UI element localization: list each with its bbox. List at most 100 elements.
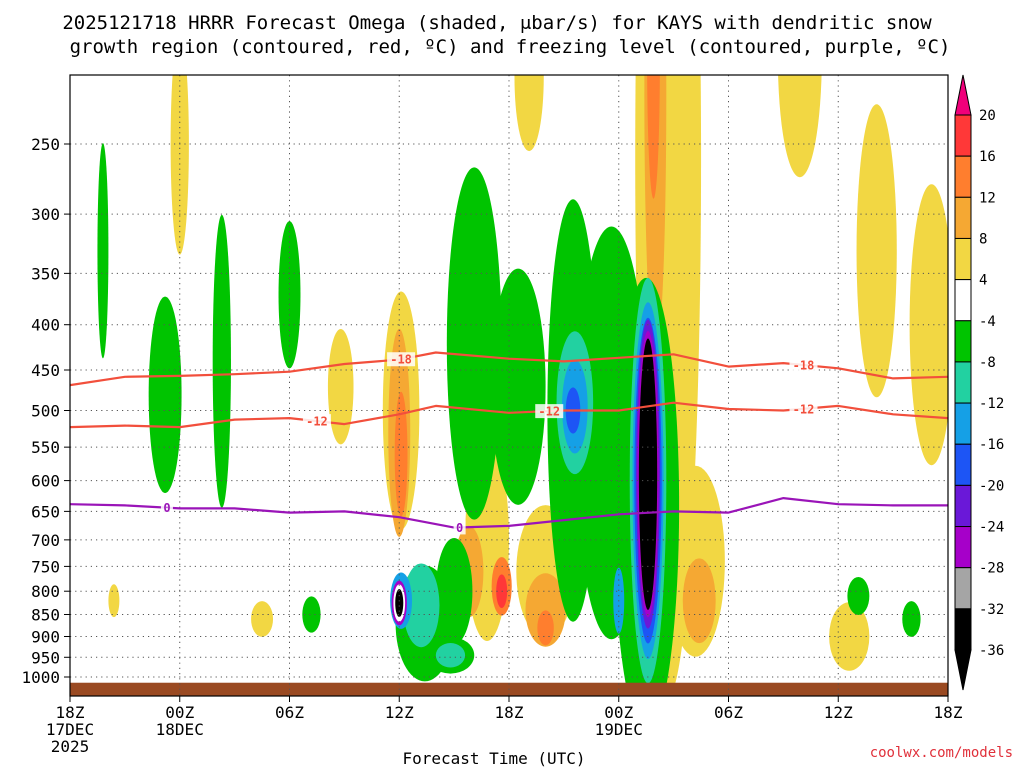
omega-blob xyxy=(394,391,408,517)
contour-label: -12 xyxy=(538,405,560,419)
y-tick-label: 300 xyxy=(31,205,60,224)
x-tick-label: 06Z xyxy=(275,703,304,722)
colorbar-segment xyxy=(954,526,972,569)
contour-label-bg xyxy=(535,404,564,419)
y-tick-label: 950 xyxy=(31,648,60,667)
colorbar-segment xyxy=(954,402,972,445)
y-tick-label: 250 xyxy=(31,135,60,154)
colorbar-segment xyxy=(954,237,972,281)
contour-label: -18 xyxy=(390,353,412,367)
contour-label-bg xyxy=(789,401,818,416)
omega-blob xyxy=(97,143,109,359)
x-tick-label: 18Z xyxy=(495,703,524,722)
omega-blob xyxy=(682,558,716,644)
y-tick-label: 750 xyxy=(31,557,60,576)
contour-label: 0 xyxy=(163,501,170,515)
y-tick-label: 800 xyxy=(31,582,60,601)
y-tick-label: 700 xyxy=(31,531,60,550)
y-tick-label: 500 xyxy=(31,402,60,421)
x-axis-title: Forecast Time (UTC) xyxy=(402,749,585,768)
omega-blob xyxy=(638,338,658,610)
colorbar-label: -20 xyxy=(979,478,1004,494)
omega-blob xyxy=(847,576,870,615)
contour-label: -12 xyxy=(793,402,815,416)
colorbar-label: 16 xyxy=(979,149,996,165)
colorbar-segment xyxy=(954,608,972,651)
omega-blob xyxy=(170,75,189,255)
contour-label-bg xyxy=(302,414,331,429)
colorbar-segment xyxy=(954,155,972,198)
colorbar-label: 4 xyxy=(979,273,987,289)
contour-label-bg xyxy=(387,352,416,367)
omega-blob xyxy=(778,75,822,178)
y-tick-label: 600 xyxy=(31,472,60,491)
colorbar-segment xyxy=(954,320,972,363)
contour-label: -18 xyxy=(793,359,815,373)
x-tick-label: 12Z xyxy=(824,703,853,722)
omega-blob xyxy=(251,601,274,637)
x-tick-label: 18Z xyxy=(934,703,963,722)
colorbar-segment xyxy=(954,196,972,239)
omega-blob xyxy=(647,75,660,199)
omega-blob xyxy=(278,221,301,369)
contour-label: -12 xyxy=(306,415,328,429)
colorbar-label: -8 xyxy=(979,355,996,371)
y-tick-label: 350 xyxy=(31,264,60,283)
omega-shading xyxy=(97,75,948,696)
omega-blob xyxy=(148,296,182,494)
y-tick-label: 1000 xyxy=(21,668,60,687)
contour-label-bg xyxy=(789,358,818,373)
colorbar-label: -24 xyxy=(979,520,1004,536)
y-tick-label: 850 xyxy=(31,606,60,625)
omega-blob xyxy=(212,214,231,508)
y-tick-label: 400 xyxy=(31,316,60,335)
omega-blob xyxy=(435,538,473,645)
y-tick-label: 450 xyxy=(31,361,60,380)
omega-blob xyxy=(902,601,921,637)
x-tick-label: 00Z xyxy=(604,703,633,722)
x-tick-label: 00Z xyxy=(165,703,194,722)
colorbar-label: -28 xyxy=(979,561,1004,577)
x-tick-label: 2025 xyxy=(51,737,90,756)
colorbar-segment xyxy=(954,114,972,157)
colorbar-segment xyxy=(954,361,972,404)
omega-blob xyxy=(829,602,870,671)
omega-blob xyxy=(395,589,404,618)
x-tick-label: 18DEC xyxy=(156,720,204,739)
x-tick-label: 12Z xyxy=(385,703,414,722)
omega-blob xyxy=(514,75,544,152)
y-tick-label: 900 xyxy=(31,627,60,646)
colorbar-label: -4 xyxy=(979,314,996,330)
temperature-contours: -18 -18 -12 -12 -12 0 0 xyxy=(70,351,948,535)
colorbar-label: -16 xyxy=(979,437,1004,453)
colorbar-label: 12 xyxy=(979,190,996,206)
x-tick-label: 19DEC xyxy=(595,720,643,739)
y-axis: 250 300 350 400 450 500 550 600 650 700 750 800 850 9… xyxy=(21,135,70,687)
omega-blob xyxy=(327,329,354,445)
colorbar-label: 20 xyxy=(979,108,996,124)
colorbar: 20 16 12 8 4 -4 -8 -12 -16 -20 -24 -28 -32 -36 xyxy=(954,74,1004,691)
omega-blob xyxy=(856,104,897,398)
omega-blob xyxy=(446,167,502,520)
colorbar-label: 8 xyxy=(979,231,987,247)
colorbar-top-arrow xyxy=(954,74,972,116)
contour-label-bg xyxy=(160,500,173,515)
y-tick-label: 550 xyxy=(31,438,60,457)
watermark-text: coolwx.com/models xyxy=(870,745,1013,761)
colorbar-label: -32 xyxy=(979,602,1004,618)
omega-blob xyxy=(525,573,566,647)
chart-title-line1: 2025121718 HRRR Forecast Omega (shaded, … xyxy=(62,12,932,34)
omega-blob xyxy=(490,268,546,505)
colorbar-bottom-arrow xyxy=(954,649,972,691)
omega-blob xyxy=(302,596,321,633)
contour-label-bg xyxy=(453,520,466,535)
omega-blob xyxy=(435,643,466,668)
colorbar-segment xyxy=(954,484,972,528)
x-tick-label: 17DEC xyxy=(46,720,94,739)
colorbar-segment xyxy=(954,567,972,610)
x-tick-label: 18Z xyxy=(56,703,85,722)
omega-blob xyxy=(402,563,440,648)
colorbar-segment xyxy=(954,279,972,322)
